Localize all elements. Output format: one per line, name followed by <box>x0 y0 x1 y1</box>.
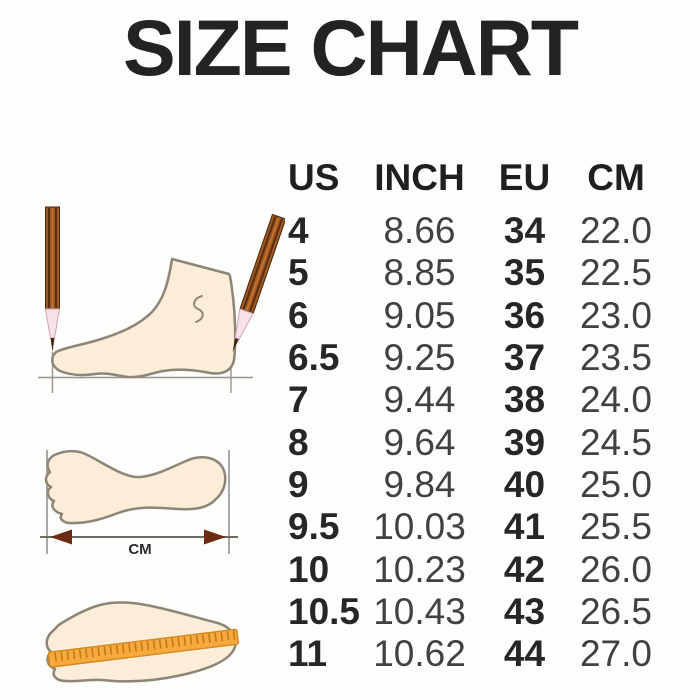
cm-value: 24.5 <box>579 421 652 463</box>
us-value: 7 <box>288 379 309 421</box>
cm-value: 23.5 <box>579 337 652 379</box>
foot-side-icon <box>51 257 237 379</box>
eu-value: 40 <box>503 463 546 505</box>
us-value: 6.5 <box>288 337 340 379</box>
cm-value: 26.0 <box>579 548 652 590</box>
cm-value: 25.5 <box>579 506 652 548</box>
footprint-length-illustration: CM <box>40 449 238 558</box>
inch-value: 10.62 <box>373 633 466 675</box>
table-row: 11 10.62 44 27.0 <box>280 633 670 675</box>
inch-value: 10.43 <box>373 590 466 632</box>
pencil-right-icon <box>232 213 285 352</box>
us-value: 4 <box>288 210 309 252</box>
inch-value: 9.25 <box>383 337 456 379</box>
cm-value: 22.5 <box>579 252 652 294</box>
eu-value: 42 <box>503 548 546 590</box>
footprint-ruler-illustration <box>45 601 240 683</box>
eu-value: 35 <box>503 252 546 294</box>
col-header-inch: INCH <box>374 157 465 198</box>
table-header-row: US INCH EU CM <box>280 146 670 210</box>
eu-value: 38 <box>503 379 546 421</box>
us-value: 5 <box>288 252 309 294</box>
arrowhead-right-icon <box>204 529 226 545</box>
col-header-eu: EU <box>498 157 551 198</box>
us-value: 8 <box>288 421 309 463</box>
inch-value: 9.64 <box>383 421 456 463</box>
inch-value: 10.03 <box>373 506 466 548</box>
cm-value: 24.0 <box>579 379 652 421</box>
cm-value: 22.0 <box>579 210 652 252</box>
cm-value: 25.0 <box>579 463 652 505</box>
ankle-mark <box>193 295 204 323</box>
table-row: 9 9.84 40 25.0 <box>280 464 670 506</box>
us-value: 11 <box>288 633 328 675</box>
footprint-icon <box>44 449 227 525</box>
eu-value: 37 <box>503 337 546 379</box>
us-value: 9.5 <box>288 506 340 548</box>
inch-value: 8.66 <box>383 210 456 252</box>
eu-value: 41 <box>503 506 546 548</box>
eu-value: 36 <box>503 294 546 336</box>
ruler-icon <box>47 628 240 668</box>
table-row: 7 9.44 38 24.0 <box>280 379 670 421</box>
eu-value: 44 <box>503 633 546 675</box>
table-row: 8 9.64 39 24.5 <box>280 421 670 463</box>
eu-value: 43 <box>503 590 546 632</box>
table-row: 9.5 10.03 41 25.5 <box>280 506 670 548</box>
inch-value: 10.23 <box>373 548 466 590</box>
table-row: 10.5 10.43 43 26.5 <box>280 591 670 633</box>
us-value: 6 <box>288 294 309 336</box>
us-value: 10.5 <box>288 590 361 632</box>
inch-value: 9.44 <box>383 379 456 421</box>
inch-value: 9.84 <box>383 463 456 505</box>
cm-value: 26.5 <box>579 590 652 632</box>
page-title: SIZE CHART <box>123 3 579 92</box>
cm-value: 23.0 <box>579 294 652 336</box>
table-row: 10 10.23 42 26.0 <box>280 548 670 590</box>
arrowhead-left-icon <box>50 529 72 545</box>
inch-value: 8.85 <box>383 252 456 294</box>
foot-measure-illustration <box>38 206 285 393</box>
table-row: 4 8.66 34 22.0 <box>280 210 670 252</box>
inch-value: 9.05 <box>383 294 456 336</box>
cm-measure-label: CM <box>128 541 151 558</box>
col-header-cm: CM <box>587 157 645 198</box>
us-value: 10 <box>288 548 330 590</box>
cm-value: 27.0 <box>579 633 652 675</box>
size-table: US INCH EU CM 4 8.66 34 22.0 5 8.85 35 2… <box>280 146 670 675</box>
table-row: 6.5 9.25 37 23.5 <box>280 337 670 379</box>
us-value: 9 <box>288 463 309 505</box>
eu-value: 34 <box>503 210 546 252</box>
table-row: 6 9.05 36 23.0 <box>280 295 670 337</box>
col-header-us: US <box>288 157 340 198</box>
table-row: 5 8.85 35 22.5 <box>280 252 670 294</box>
eu-value: 39 <box>503 421 546 463</box>
pencil-left-icon <box>44 206 61 352</box>
